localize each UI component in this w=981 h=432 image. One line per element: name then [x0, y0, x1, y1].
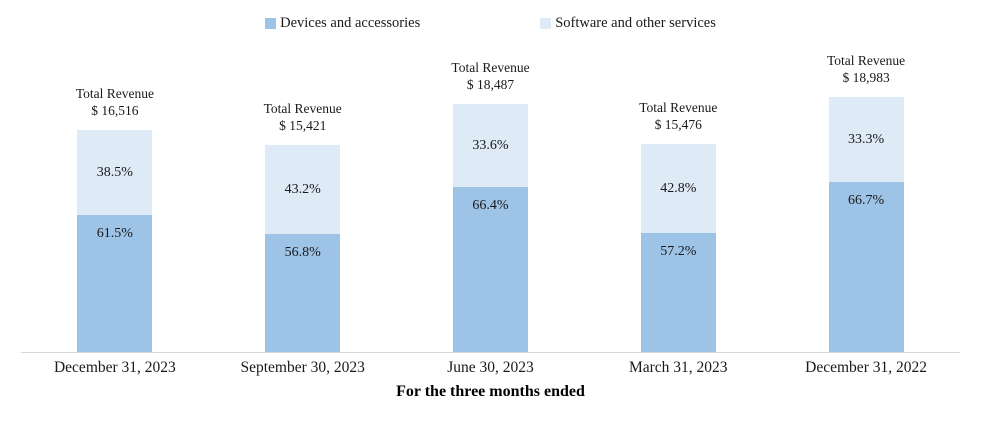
- total-revenue-value: $ 15,476: [654, 117, 702, 132]
- segment-software: 43.2%: [265, 145, 341, 234]
- x-axis-title: For the three months ended: [396, 383, 585, 400]
- total-revenue-title: Total Revenue: [451, 60, 530, 75]
- x-axis-label: December 31, 2022: [805, 359, 927, 376]
- chart-legend: Devices and accessories Software and oth…: [0, 15, 981, 32]
- total-revenue-value: $ 18,983: [842, 70, 890, 85]
- total-revenue-title: Total Revenue: [263, 101, 342, 116]
- segment-percent-label: 61.5%: [96, 226, 133, 241]
- total-revenue-label: Total Revenue $ 16,516: [30, 85, 200, 119]
- stacked-bar: Total Revenue $ 18,983 33.3% 66.7%: [827, 53, 905, 352]
- segment-devices: 56.8%: [265, 234, 341, 352]
- segment-percent-label: 42.8%: [660, 180, 697, 196]
- segment-software: 33.6%: [452, 104, 528, 187]
- x-axis-label: March 31, 2023: [628, 359, 728, 376]
- legend-label-devices: Devices and accessories: [280, 15, 421, 31]
- segment-percent-label: 56.8%: [284, 245, 321, 260]
- stacked-bar: Total Revenue $ 15,476 42.8% 57.2%: [639, 100, 717, 352]
- x-axis-label: September 30, 2023: [240, 359, 365, 376]
- segment-percent-label: 33.3%: [847, 131, 885, 147]
- segment-percent-label: 66.4%: [472, 198, 509, 213]
- segment-percent-label: 57.2%: [660, 244, 697, 259]
- bar-group: Total Revenue $ 15,421 43.2% 56.8% Septe…: [209, 0, 397, 376]
- bar-group: Total Revenue $ 15,476 42.8% 57.2% March…: [584, 0, 772, 376]
- stacked-bar: Total Revenue $ 16,516 38.5% 61.5%: [76, 86, 154, 352]
- legend-swatch-software-icon: [540, 18, 552, 29]
- total-revenue-title: Total Revenue: [75, 86, 154, 101]
- legend-swatch-devices-icon: [265, 18, 277, 29]
- stacked-bar: Total Revenue $ 18,487 33.6% 66.4%: [451, 60, 530, 352]
- segment-devices: 57.2%: [640, 233, 716, 352]
- total-revenue-value: $ 18,487: [466, 77, 515, 92]
- plot-area: Total Revenue $ 16,516 38.5% 61.5% Decem…: [21, 0, 960, 376]
- total-revenue-label: Total Revenue $ 18,487: [405, 59, 575, 93]
- total-revenue-label: Total Revenue $ 15,476: [593, 99, 763, 133]
- bar-group: Total Revenue $ 18,983 33.3% 66.7% Decem…: [772, 0, 960, 376]
- segment-devices: 66.7%: [828, 182, 904, 352]
- segment-software: 42.8%: [640, 144, 716, 233]
- total-revenue-title: Total Revenue: [827, 53, 906, 68]
- total-revenue-label: Total Revenue $ 15,421: [218, 100, 388, 134]
- legend-item-software: Software and other services: [540, 15, 716, 32]
- total-revenue-value: $ 16,516: [91, 103, 139, 118]
- bar-group: Total Revenue $ 16,516 38.5% 61.5% Decem…: [21, 0, 209, 376]
- segment-percent-label: 33.6%: [472, 137, 509, 153]
- total-revenue-title: Total Revenue: [639, 100, 718, 115]
- legend-item-devices: Devices and accessories: [265, 15, 420, 32]
- segment-devices: 66.4%: [452, 187, 528, 352]
- segment-percent-label: 38.5%: [96, 164, 133, 180]
- bar-group: Total Revenue $ 18,487 33.6% 66.4% June …: [397, 0, 585, 376]
- x-axis-line: [21, 352, 960, 353]
- x-axis-label: December 31, 2023: [53, 359, 176, 376]
- x-axis-label: June 30, 2023: [447, 359, 534, 376]
- legend-label-software: Software and other services: [555, 15, 716, 31]
- segment-devices: 61.5%: [77, 215, 153, 352]
- total-revenue-value: $ 15,421: [279, 118, 327, 133]
- total-revenue-label: Total Revenue $ 18,983: [781, 52, 951, 86]
- segment-software: 33.3%: [828, 97, 904, 182]
- stacked-bar: Total Revenue $ 15,421 43.2% 56.8%: [264, 101, 342, 352]
- segment-percent-label: 43.2%: [284, 181, 321, 197]
- segment-percent-label: 66.7%: [847, 193, 885, 208]
- segment-software: 38.5%: [77, 130, 153, 215]
